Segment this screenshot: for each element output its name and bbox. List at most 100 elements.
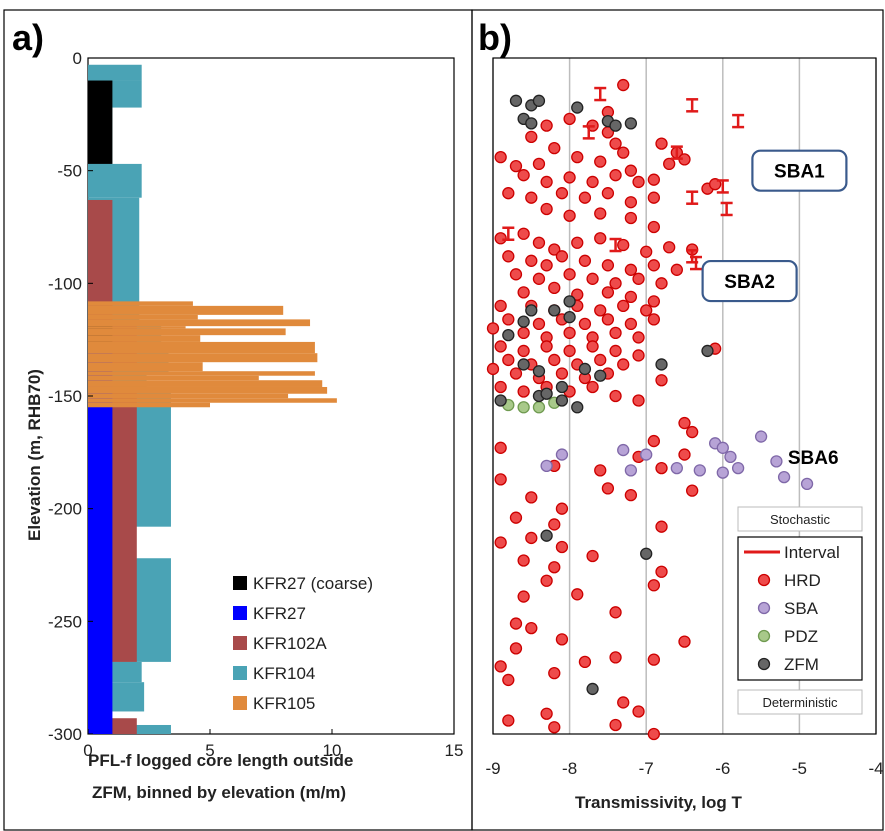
point-hrd-65 [632, 272, 645, 285]
bar-kfr105-0 [88, 301, 193, 306]
point-zfm-20 [494, 394, 507, 407]
bar-kfr105-2 [88, 314, 198, 320]
point-zfm-10 [563, 295, 576, 308]
point-hrd-58 [647, 259, 661, 272]
bar-kfr105-9 [88, 362, 203, 372]
interval-interval-8 [502, 226, 515, 242]
point-hrd-29 [555, 187, 569, 200]
x-tick-label: -4 [868, 759, 883, 778]
point-sba-8 [754, 430, 768, 443]
x-tick-label: -7 [639, 759, 654, 778]
point-hrd-123 [686, 425, 699, 439]
y-tick-label: -200 [48, 500, 82, 519]
point-sba-2 [640, 448, 653, 461]
point-hrd-84 [601, 313, 615, 326]
point-hrd-7 [540, 119, 553, 132]
legend-label-pdz: PDZ [784, 627, 818, 646]
point-hrd-72 [647, 295, 661, 308]
bar-kfr27-0 [88, 346, 113, 734]
point-hrd-15 [532, 157, 546, 171]
point-hrd-158 [609, 651, 622, 664]
legend-swatch [233, 576, 247, 590]
point-hrd-141 [525, 531, 538, 545]
point-hrd-165 [632, 705, 645, 718]
bar-kfr105-16 [88, 402, 210, 408]
panel-a: a) 0 -50 -100 -150 -200 -250 -300 0 5 10 15 Eleva… [3, 9, 473, 831]
point-hrd-38 [594, 207, 607, 220]
annotation-box-sba1 [751, 149, 848, 192]
bar-kfr105-13 [88, 386, 328, 394]
point-zfm-13 [517, 358, 530, 371]
point-sba-7 [731, 461, 745, 475]
point-hrd-136 [555, 502, 569, 515]
point-hrd-122 [678, 416, 691, 430]
point-hrd-13 [494, 150, 507, 164]
panel-a-x-axis-title-line1: PFL-f logged core length outside [88, 751, 353, 770]
legend-swatch [233, 606, 247, 620]
bar-kfr105-6 [88, 335, 201, 342]
point-hrd-78 [617, 299, 630, 313]
bar-kfr105-7 [88, 341, 315, 354]
annotation-box-sba2 [701, 259, 798, 303]
point-hrd-131 [494, 473, 507, 486]
point-hrd-43 [532, 236, 546, 249]
point-hrd-167 [548, 721, 561, 734]
panel-b-annotations: SBA1 SBA2 SBA6 [701, 149, 848, 469]
panel-a-label: a) [12, 17, 44, 58]
point-hrd-147 [647, 579, 661, 592]
point-hrd-16 [517, 169, 530, 182]
point-hrd-106 [594, 353, 607, 367]
bar-kfr104-3 [88, 163, 142, 198]
point-hrd-98 [586, 340, 599, 353]
point-hrd-143 [586, 549, 599, 563]
point-hrd-163 [540, 707, 553, 720]
x-tick-label: 10 [323, 741, 342, 760]
point-hrd-140 [494, 536, 507, 549]
point-zfm-15 [555, 380, 569, 394]
interval-interval-11 [689, 255, 702, 271]
interval-interval-5 [716, 179, 729, 194]
point-hrd-80 [502, 313, 515, 326]
x-tick-label: -9 [485, 759, 500, 778]
panel-a-legend: KFR27 (coarse) KFR27 KFR102A KFR104 KFR105 [233, 574, 373, 713]
point-sba-12 [670, 461, 683, 475]
interval-interval-2 [686, 98, 699, 113]
point-hrd-22 [655, 137, 668, 150]
point-hrd-164 [617, 696, 630, 709]
point-hrd-9 [548, 141, 561, 155]
point-hrd-93 [632, 331, 645, 344]
legend-symbol-hrd [757, 573, 771, 587]
point-hrd-96 [540, 340, 553, 353]
bar-kfr105-8 [88, 353, 318, 363]
point-hrd-57 [624, 263, 638, 276]
panel-a-y-ticks: 0 -50 -100 -150 -200 -250 -300 [48, 49, 93, 744]
panel-a-bars [88, 64, 337, 734]
legend-swatch [233, 666, 247, 680]
point-hrd-73 [494, 299, 507, 313]
point-hrd-155 [509, 642, 523, 655]
y-tick-label: -100 [48, 274, 82, 293]
bar-kfr105-3 [88, 319, 311, 327]
interval-interval-7 [720, 201, 733, 217]
point-hrd-12 [624, 164, 638, 177]
point-sba-9 [770, 455, 783, 468]
panel-b: b) -9 -8 -7 -6 -5 -4 Transmissivity, log T SB… [471, 9, 884, 831]
point-hrd-81 [532, 317, 546, 331]
point-zfm-18 [655, 358, 668, 371]
point-hrd-14 [509, 160, 523, 173]
point-hrd-32 [624, 196, 638, 209]
x-tick-label: 5 [205, 741, 214, 760]
point-hrd-154 [555, 633, 569, 646]
point-zfm-9 [525, 304, 538, 317]
bar-kfr105-1 [88, 305, 284, 315]
point-hrd-90 [563, 326, 576, 340]
point-sba-3 [624, 464, 638, 477]
point-hrd-109 [509, 367, 523, 380]
point-hrd-33 [647, 191, 661, 204]
point-hrd-115 [517, 385, 530, 398]
point-hrd-95 [517, 344, 530, 358]
point-hrd-42 [517, 227, 530, 240]
point-hrd-134 [624, 488, 638, 502]
point-hrd-111 [555, 367, 569, 380]
